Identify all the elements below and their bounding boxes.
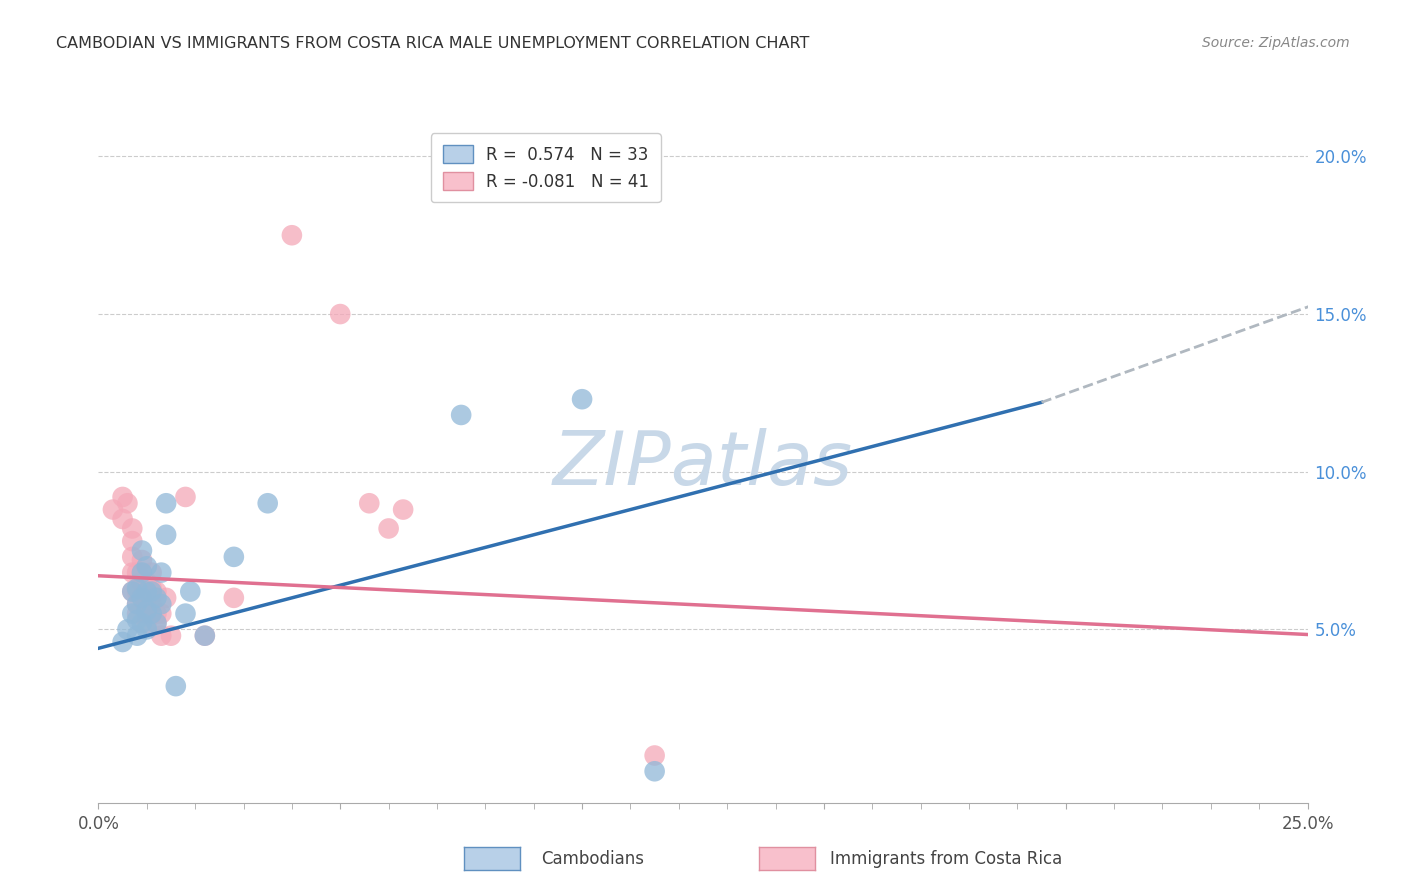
Point (111, 490, 134, 504)
Point (127, 582, 149, 596)
Point (141, 584, 163, 599)
Point (131, 566, 153, 580)
Point (127, 607, 149, 621)
Point (131, 591, 153, 605)
Point (194, 629, 217, 643)
Text: CAMBODIAN VS IMMIGRANTS FROM COSTA RICA MALE UNEMPLOYMENT CORRELATION CHART: CAMBODIAN VS IMMIGRANTS FROM COSTA RICA … (56, 36, 810, 51)
Point (121, 607, 143, 621)
Point (135, 616, 157, 631)
Point (117, 623, 139, 637)
Point (101, 502, 124, 516)
Text: ZIPatlas: ZIPatlas (553, 428, 853, 500)
Point (150, 597, 173, 611)
Point (155, 591, 177, 605)
Point (179, 584, 201, 599)
Point (141, 607, 163, 621)
Text: Cambodians: Cambodians (541, 850, 644, 868)
Point (145, 591, 167, 605)
Point (571, 392, 593, 407)
Point (121, 549, 143, 564)
Point (135, 603, 157, 617)
Point (111, 635, 134, 649)
Point (174, 490, 197, 504)
Point (121, 584, 143, 599)
Point (135, 607, 157, 621)
Point (121, 521, 143, 535)
Point (141, 597, 163, 611)
Point (150, 566, 173, 580)
Point (377, 521, 399, 535)
Point (145, 616, 167, 631)
Point (174, 607, 197, 621)
Legend: R =  0.574   N = 33, R = -0.081   N = 41: R = 0.574 N = 33, R = -0.081 N = 41 (432, 133, 661, 202)
Point (141, 566, 163, 580)
Point (131, 566, 153, 580)
Point (121, 534, 143, 549)
Point (145, 616, 167, 631)
Point (135, 597, 157, 611)
Point (127, 613, 149, 627)
Point (145, 607, 167, 621)
Point (165, 679, 187, 693)
Point (155, 496, 177, 510)
Point (127, 584, 149, 599)
Point (131, 591, 153, 605)
Point (256, 496, 278, 510)
Point (131, 553, 153, 567)
Point (644, 764, 666, 779)
Point (450, 408, 472, 422)
Point (329, 307, 352, 321)
Point (127, 566, 149, 580)
Point (135, 575, 157, 590)
Point (127, 597, 149, 611)
Point (111, 512, 134, 526)
Point (121, 566, 143, 580)
Point (135, 591, 157, 605)
Point (222, 549, 245, 564)
Point (131, 575, 153, 590)
Text: Source: ZipAtlas.com: Source: ZipAtlas.com (1202, 36, 1350, 50)
Point (155, 528, 177, 542)
Point (281, 228, 304, 243)
Point (194, 629, 217, 643)
Point (150, 629, 173, 643)
Point (135, 623, 157, 637)
Point (141, 582, 163, 596)
Point (150, 607, 173, 621)
Point (121, 584, 143, 599)
Point (644, 748, 666, 763)
Point (127, 597, 149, 611)
Point (135, 584, 157, 599)
Text: Immigrants from Costa Rica: Immigrants from Costa Rica (830, 850, 1062, 868)
Point (392, 502, 415, 516)
Point (127, 629, 149, 643)
Point (222, 591, 245, 605)
Point (131, 616, 153, 631)
Point (117, 496, 139, 510)
Point (359, 496, 381, 510)
Point (145, 584, 167, 599)
Point (131, 543, 153, 558)
Point (160, 629, 183, 643)
Point (135, 559, 157, 574)
